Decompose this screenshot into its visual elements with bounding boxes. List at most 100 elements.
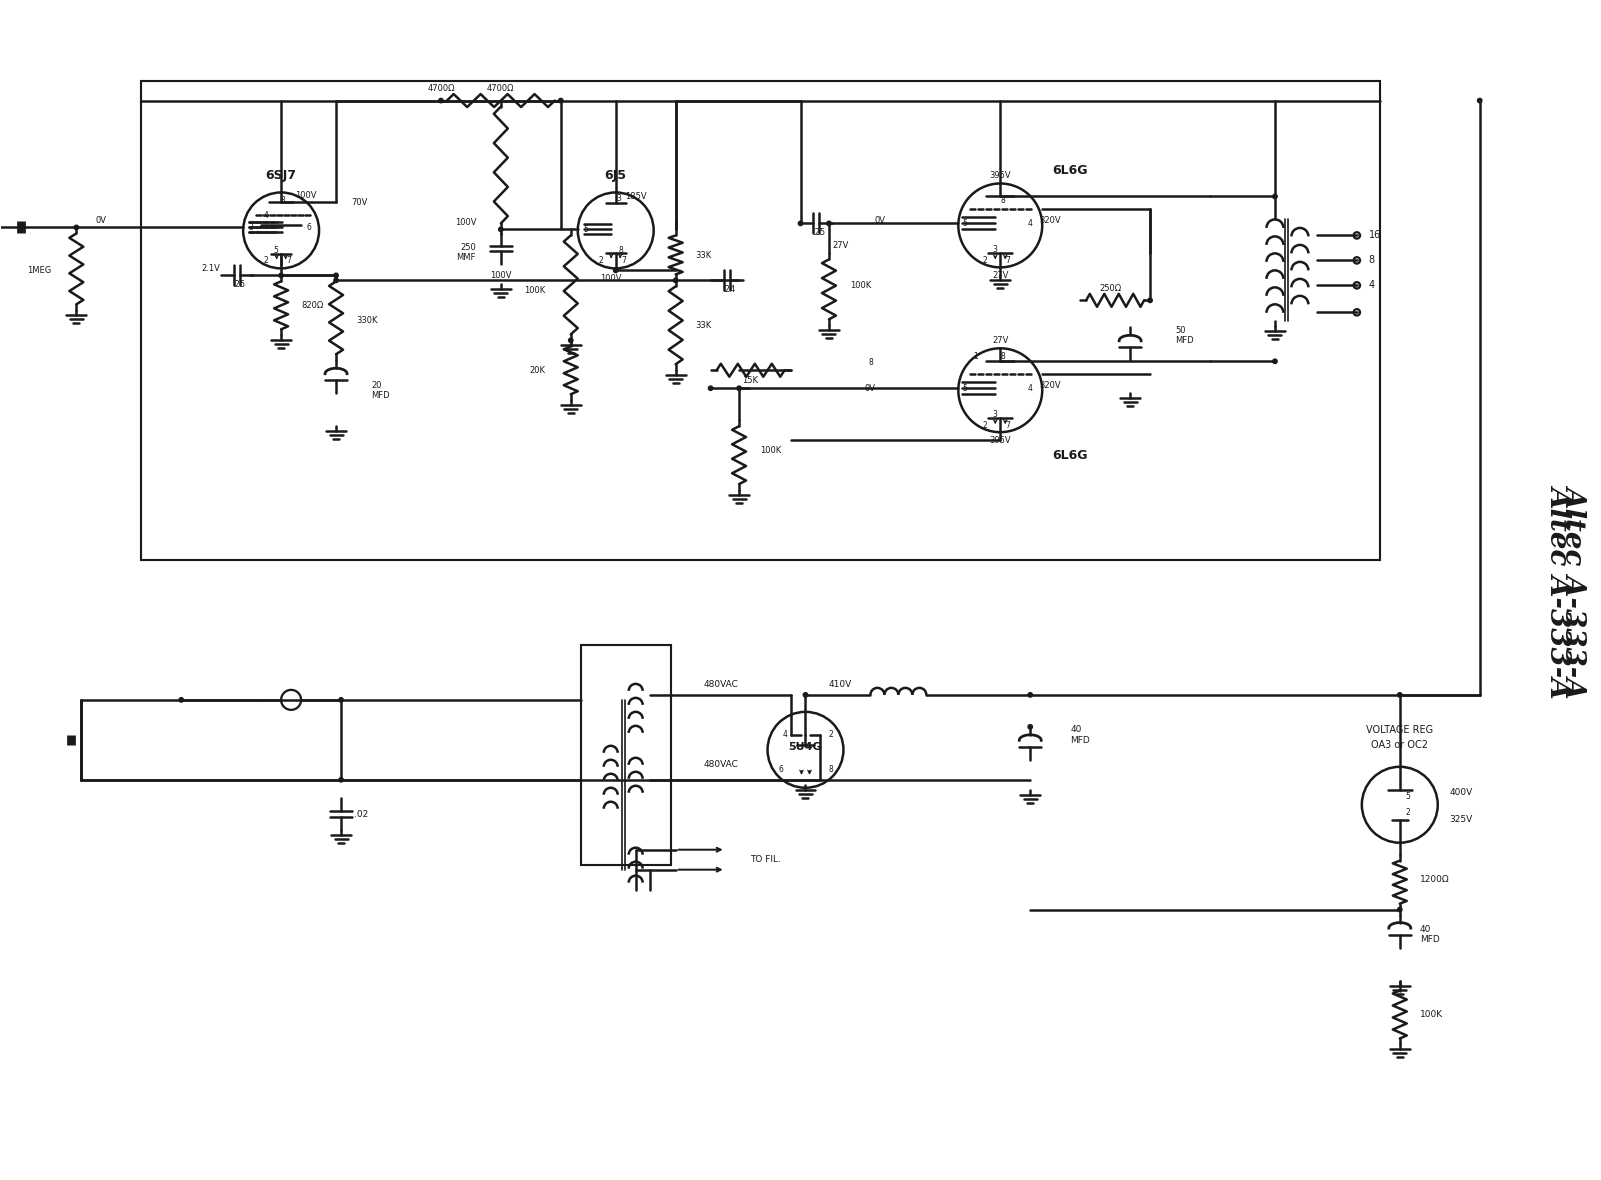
Text: 7: 7 [1005,421,1010,430]
Text: 185V: 185V [624,192,647,201]
Circle shape [1273,359,1278,363]
Text: 40
MFD: 40 MFD [1420,925,1439,944]
Text: 4: 4 [1028,219,1033,228]
Text: 3: 3 [993,409,997,419]
Text: 4: 4 [264,211,269,219]
Text: 5: 5 [583,225,588,234]
Text: 15K: 15K [743,375,759,385]
Text: 1200Ω: 1200Ω [1420,876,1449,884]
Text: 4: 4 [1028,384,1033,393]
Circle shape [439,98,443,103]
Text: 70V: 70V [351,198,367,206]
Text: 33K: 33K [695,321,712,330]
Circle shape [1273,195,1278,198]
Text: 4: 4 [1369,281,1375,290]
Text: 7: 7 [1005,256,1010,264]
Text: 100V: 100V [295,191,317,199]
Text: 3: 3 [248,223,253,232]
Text: 100K: 100K [1420,1010,1443,1020]
Text: .25: .25 [232,280,245,289]
Circle shape [1398,693,1402,697]
Text: 100V: 100V [455,218,477,227]
Text: .24: .24 [722,284,735,294]
Text: 8: 8 [1001,352,1005,361]
Circle shape [799,221,802,225]
Circle shape [1028,693,1033,697]
Text: 27V: 27V [993,271,1009,280]
Text: .25: .25 [812,228,825,237]
Text: 5: 5 [962,219,967,228]
Text: 8: 8 [280,196,285,205]
Bar [581,645,671,865]
Text: 320V: 320V [1039,216,1061,225]
Text: 320V: 320V [1039,381,1061,389]
Text: 27V: 27V [833,241,849,250]
Text: 6SJ7: 6SJ7 [266,169,296,182]
Text: 820Ω: 820Ω [301,301,323,310]
Text: 50
MFD: 50 MFD [1175,326,1194,345]
Text: 8: 8 [1369,255,1375,266]
Text: 100V: 100V [490,271,512,280]
Text: 6L6G: 6L6G [1052,164,1089,177]
Text: 4: 4 [783,730,788,740]
Text: Altec A-333-A: Altec A-333-A [1547,484,1574,696]
Circle shape [279,274,283,277]
Text: 27V: 27V [993,336,1009,345]
Text: 480VAC: 480VAC [703,760,738,769]
Text: 5: 5 [962,384,967,393]
Text: 8: 8 [618,245,623,255]
Text: 1: 1 [973,352,978,361]
Circle shape [708,386,712,391]
Text: 100K: 100K [525,286,546,295]
Text: 395V: 395V [989,171,1012,181]
Circle shape [804,693,807,697]
Text: 8: 8 [828,766,833,774]
Text: 7: 7 [621,256,626,264]
Text: 5U4G: 5U4G [789,742,823,752]
Text: 325V: 325V [1451,815,1473,824]
Text: 2: 2 [828,730,833,740]
Text: 1MEG: 1MEG [27,266,51,275]
Circle shape [559,98,564,103]
Circle shape [179,697,184,702]
Circle shape [826,221,831,225]
Text: 2: 2 [983,256,988,264]
Text: 330K: 330K [355,316,378,324]
Text: 2: 2 [1406,808,1410,818]
Text: 20
MFD: 20 MFD [371,380,389,400]
Text: 100K: 100K [850,281,871,290]
Circle shape [674,278,677,282]
Circle shape [335,274,338,277]
Text: 250
MMF: 250 MMF [456,243,475,262]
Text: 410V: 410V [829,681,852,689]
Text: 16: 16 [1369,230,1382,241]
Circle shape [1478,98,1483,103]
Text: 2.1V: 2.1V [202,264,221,273]
Text: 250Ω: 250Ω [1098,284,1121,293]
Circle shape [1148,299,1153,302]
Text: 0V: 0V [96,216,107,225]
Text: 5: 5 [274,245,279,255]
Text: 2: 2 [599,256,604,264]
Circle shape [339,697,343,702]
Text: 4700Ω: 4700Ω [487,84,514,93]
Circle shape [1028,725,1033,729]
Circle shape [736,386,741,391]
Text: 100V: 100V [600,274,621,283]
Text: 6: 6 [307,223,312,232]
Circle shape [1398,907,1402,912]
Text: 6L6G: 6L6G [1052,448,1089,461]
Text: 0V: 0V [874,216,885,225]
Text: VOLTAGE REG: VOLTAGE REG [1366,725,1433,735]
Bar [141,80,1380,560]
Text: 395V: 395V [989,435,1012,445]
Text: 3: 3 [993,245,997,254]
Text: 33K: 33K [695,251,712,260]
Text: 6: 6 [778,766,783,774]
Text: 2: 2 [983,421,988,430]
Text: 400V: 400V [1451,788,1473,798]
Text: 3: 3 [616,195,621,203]
Circle shape [613,268,618,273]
Text: 8: 8 [1001,196,1005,205]
Text: 40
MFD: 40 MFD [1069,726,1090,745]
